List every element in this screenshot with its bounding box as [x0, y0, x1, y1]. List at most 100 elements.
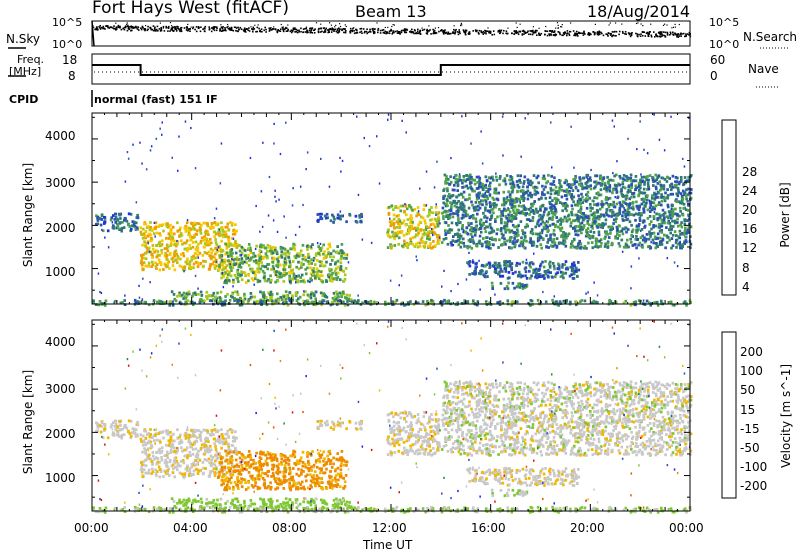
power-echo-cell — [401, 204, 404, 208]
power-echo-cell — [547, 210, 551, 214]
power-echo-cell — [507, 228, 510, 232]
power-echo-cell — [406, 246, 409, 249]
power-echo-cell — [571, 207, 574, 211]
velocity-echo-cell — [581, 394, 584, 398]
velocity-echo-cell — [224, 432, 227, 436]
power-echo-cell — [282, 280, 286, 283]
power-echo-cell — [251, 255, 255, 259]
velocity-echo-cell — [599, 452, 603, 455]
velocity-echo-cell — [624, 420, 627, 423]
velocity-echo-cell — [277, 467, 280, 470]
power-echo-cell — [519, 220, 523, 223]
velocity-echo-cell — [308, 466, 312, 470]
velocity-echo-cell — [319, 477, 323, 481]
power-echo-cell — [284, 261, 288, 265]
velocity-echo-cell — [203, 442, 207, 445]
power-echo-cell — [402, 234, 406, 237]
velocity-echo-cell — [577, 436, 580, 440]
power-echo-cell — [263, 293, 266, 297]
power-echo-cell — [249, 267, 252, 271]
power-echo-cell — [594, 245, 597, 248]
power-echo-cell — [249, 297, 252, 301]
power-echo-cell — [652, 201, 656, 205]
velocity-echo-cell — [334, 469, 337, 473]
velocity-echo-cell — [155, 462, 159, 466]
velocity-echo-cell — [409, 425, 413, 429]
power-echo-cell — [309, 266, 312, 270]
velocity-echo-cell — [583, 431, 586, 434]
power-echo-cell — [183, 241, 186, 245]
velocity-echo-cell — [231, 499, 234, 503]
velocity-echo-cell — [222, 482, 225, 486]
power-echo-cell — [112, 226, 116, 230]
velocity-echo-cell — [627, 420, 630, 424]
velocity-echo-cell — [321, 501, 324, 505]
velocity-echo-cell — [345, 464, 348, 467]
power-echo-cell — [258, 253, 261, 256]
velocity-echo-cell — [305, 479, 308, 483]
velocity-echo-cell — [227, 466, 230, 469]
velocity-echo-cell — [591, 428, 595, 431]
power-echo-cell — [474, 205, 478, 209]
power-echo-cell — [196, 265, 200, 268]
power-echo-cell — [473, 178, 476, 182]
power-echo-cell — [144, 229, 148, 233]
velocity-echo-cell — [401, 411, 404, 415]
velocity-echo-cell — [392, 439, 396, 443]
power-echo-cell — [265, 295, 268, 299]
velocity-echo-cell — [294, 484, 297, 487]
velocity-echo-cell — [419, 445, 423, 449]
velocity-echo-cell — [348, 501, 351, 504]
velocity-echo-cell — [258, 456, 262, 459]
power-echo-cell — [590, 241, 594, 244]
velocity-echo-cell — [314, 483, 317, 487]
velocity-echo-cell — [210, 429, 214, 432]
velocity-echo-cell — [397, 449, 400, 453]
power-echo-cell — [145, 234, 149, 238]
power-echo-cell — [539, 243, 543, 246]
velocity-echo-cell — [454, 388, 458, 391]
velocity-echo-cell — [287, 462, 290, 466]
velocity-echo-cell — [291, 484, 295, 488]
power-echo-cell — [231, 295, 234, 299]
power-echo-cell — [188, 263, 192, 266]
power-echo-cell — [572, 200, 575, 204]
velocity-echo-cell — [560, 402, 564, 406]
power-echo-cell — [660, 218, 663, 222]
velocity-echo-cell — [179, 501, 182, 505]
velocity-echo-cell — [265, 462, 269, 465]
power-echo-cell — [125, 219, 129, 223]
power-echo-cell — [289, 279, 292, 283]
power-echo-cell — [291, 294, 294, 298]
power-echo-cell — [669, 209, 673, 213]
velocity-echo-cell — [278, 479, 282, 483]
power-echo-cell — [628, 220, 632, 224]
velocity-echo-cell — [621, 421, 624, 425]
velocity-echo-cell — [280, 457, 284, 461]
power-echo-cell — [234, 241, 237, 245]
power-echo-cell — [263, 279, 267, 283]
velocity-echo-cell — [151, 463, 154, 466]
power-echo-cell — [591, 234, 595, 238]
velocity-echo-cell — [310, 485, 313, 489]
power-echo-cell — [334, 262, 337, 266]
power-echo-cell — [605, 211, 608, 215]
velocity-echo-cell — [339, 464, 343, 468]
velocity-echo-cell — [193, 498, 197, 502]
power-echo-cell — [522, 192, 525, 195]
velocity-echo-cell — [225, 471, 229, 474]
velocity-echo-cell — [328, 452, 332, 456]
power-echo-cell — [397, 217, 401, 221]
power-echo-cell — [222, 230, 225, 233]
power-echo-cell — [387, 211, 391, 215]
velocity-echo-cell — [647, 444, 651, 448]
velocity-echo-cell — [158, 460, 161, 464]
power-echo-cell — [506, 239, 509, 243]
velocity-echo-cell — [269, 497, 273, 501]
velocity-echo-cell — [653, 404, 657, 408]
velocity-echo-cell — [165, 450, 169, 454]
velocity-echo-cell — [436, 430, 440, 433]
power-echo-cell — [319, 264, 322, 268]
power-echo-cell — [409, 214, 413, 217]
power-echo-cell — [615, 202, 619, 206]
